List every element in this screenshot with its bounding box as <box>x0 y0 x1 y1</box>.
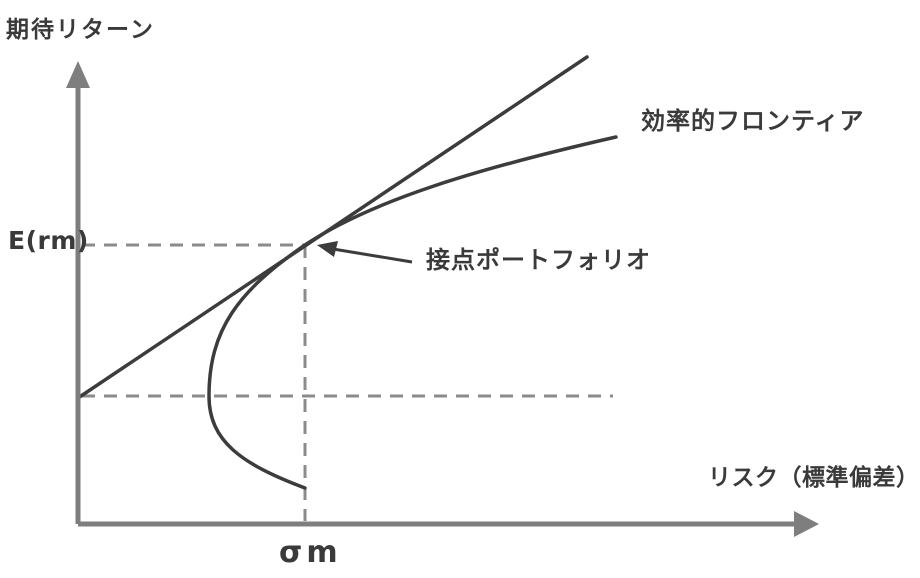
efficient-frontier-label: 効率的フロンティア <box>641 107 865 135</box>
tangency-portfolio-label: 接点ポートフォリオ <box>426 246 651 274</box>
sigma-m-marker-label: σm <box>279 535 342 570</box>
x-axis-arrowhead-icon <box>794 511 819 537</box>
y-axis-label: 期待リターン <box>6 17 155 43</box>
expected-return-marker-label: E(rm) <box>8 226 89 255</box>
tangency-annotation-arrow-shaft <box>332 247 413 264</box>
y-axis-arrowhead-icon <box>66 61 90 88</box>
efficient-frontier-curve <box>207 135 618 490</box>
tangency-annotation-arrowhead-icon <box>317 241 338 257</box>
x-axis-label: リスク（標準偏差） <box>708 465 920 491</box>
